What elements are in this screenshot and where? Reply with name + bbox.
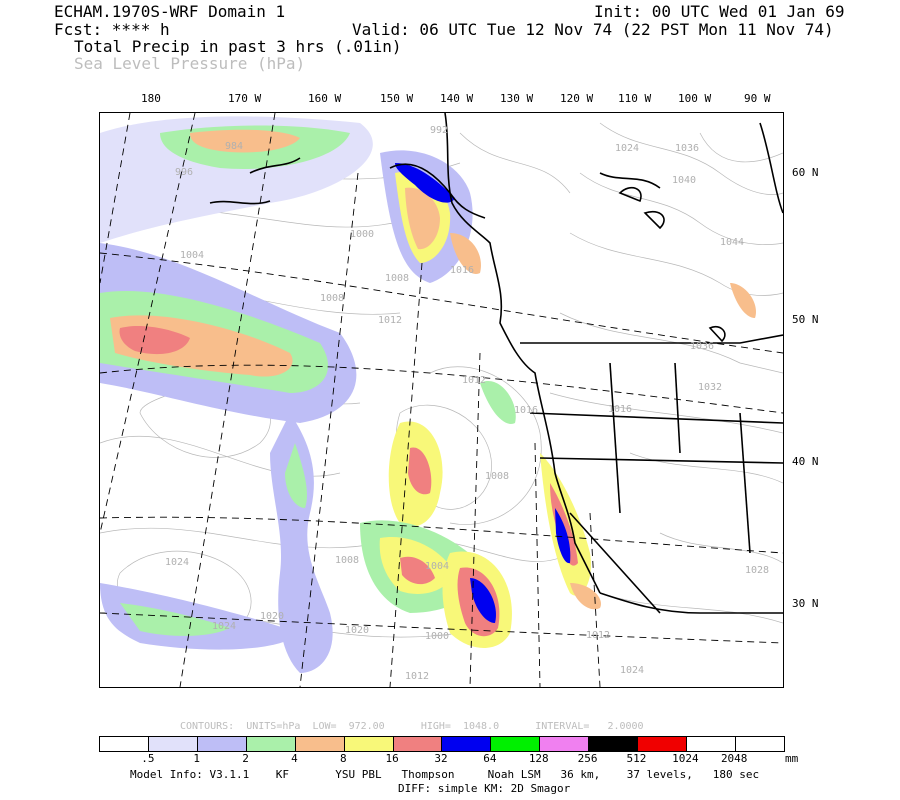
colorbar-swatch [491, 737, 541, 751]
coastlines [209, 113, 783, 614]
colorbar-swatch [540, 737, 590, 751]
colorbar-swatch [687, 737, 736, 751]
colorbar-tick-label: 2048 [720, 752, 748, 765]
map-canvas: 992 984 996 1000 1004 1008 1008 1012 101… [100, 113, 783, 687]
colorbar-tick-label: 64 [483, 752, 497, 765]
colorbar-tick-label: 1024 [672, 752, 699, 765]
slp-label: 1012 [462, 375, 486, 386]
slp-label: 1008 [335, 555, 359, 566]
slp-label: 1012 [378, 315, 402, 326]
slp-label: 1024 [165, 557, 189, 568]
slp-label: 1000 [350, 229, 374, 240]
lon-label: 170 W [228, 92, 262, 105]
contour-info: CONTOURS: UNITS=hPa LOW= 972.00 HIGH= 10… [180, 721, 644, 732]
colorbar-tick-label: 512 [626, 752, 647, 765]
slp-label: 996 [175, 167, 193, 178]
lon-label: 130 W [500, 92, 534, 105]
lon-label: 110 W [618, 92, 652, 105]
init-time: Init: 00 UTC Wed 01 Jan 69 [594, 2, 845, 21]
slp-labels: 992 984 996 1000 1004 1008 1008 1012 101… [165, 125, 769, 682]
lat-label: 30 N [792, 597, 819, 610]
valid-time: Valid: 06 UTC Tue 12 Nov 74 (22 PST Mon … [352, 20, 834, 39]
colorbar-swatch [589, 737, 639, 751]
slp-label: 1008 [485, 471, 509, 482]
colorbar-tick-label: 8 [339, 752, 347, 765]
lon-label: 150 W [380, 92, 414, 105]
colorbar-swatch [148, 737, 198, 751]
slp-label: 1000 [425, 631, 449, 642]
slp-label: 1016 [450, 265, 474, 276]
lon-label: 140 W [440, 92, 474, 105]
colorbar-swatch [197, 737, 247, 751]
precip-shading [100, 116, 756, 673]
slp-label: 1004 [425, 561, 449, 572]
lat-label: 50 N [792, 313, 819, 326]
colorbar-tick-label: 32 [434, 752, 448, 765]
graticule [100, 113, 783, 687]
precip-colorbar [99, 736, 785, 752]
map-panel: 992 984 996 1000 1004 1008 1008 1012 101… [99, 112, 784, 688]
slp-label: 992 [430, 125, 448, 136]
slp-label: 1028 [745, 565, 769, 576]
slp-label: 1008 [320, 293, 344, 304]
slp-label: 1020 [345, 625, 369, 636]
slp-label: 1012 [586, 630, 610, 641]
lat-label: 60 N [792, 166, 819, 179]
colorbar-tick-label: 256 [577, 752, 598, 765]
lon-label: 120 W [560, 92, 594, 105]
lon-label: 180 [141, 92, 161, 105]
slp-label: 1040 [672, 175, 696, 186]
lat-label: 40 N [792, 455, 819, 468]
colorbar-swatch [344, 737, 394, 751]
colorbar-swatch [246, 737, 296, 751]
model-title: ECHAM.1970S-WRF Domain 1 [54, 2, 286, 21]
slp-label: 984 [225, 141, 243, 152]
model-info: Model Info: V3.1.1 KF YSU PBL Thompson N… [130, 768, 760, 781]
slp-label: 1024 [212, 621, 236, 632]
forecast-hour: Fcst: **** h [54, 20, 170, 39]
lon-label: 90 W [744, 92, 771, 105]
field-title-precip: Total Precip in past 3 hrs (.01in) [74, 37, 402, 56]
colorbar-tick-label: 1 [193, 752, 201, 765]
colorbar-tick-label: 4 [291, 752, 298, 765]
colorbar-swatch [295, 737, 345, 751]
colorbar-units: mm [785, 752, 799, 765]
colorbar-tick-label: 2 [242, 752, 249, 765]
colorbar-tick-label: 128 [528, 752, 549, 765]
colorbar-swatch [442, 737, 492, 751]
slp-label: 1032 [698, 382, 722, 393]
slp-label: 1036 [690, 341, 714, 352]
lon-label: 100 W [678, 92, 712, 105]
colorbar-swatch [393, 737, 443, 751]
slp-label: 1044 [720, 237, 744, 248]
slp-label: 1024 [615, 143, 639, 154]
slp-label: 1036 [675, 143, 699, 154]
lon-label: 160 W [308, 92, 342, 105]
colorbar-tick-label: .5 [141, 752, 155, 765]
field-title-slp: Sea Level Pressure (hPa) [74, 54, 306, 73]
colorbar-tick-label: 16 [385, 752, 399, 765]
colorbar-swatch [100, 737, 149, 751]
slp-label: 1016 [514, 405, 538, 416]
slp-label: 1024 [620, 665, 644, 676]
slp-label: 1020 [260, 611, 284, 622]
slp-label: 1004 [180, 250, 204, 261]
slp-label: 1016 [608, 404, 632, 415]
colorbar-swatch [735, 737, 784, 751]
slp-label: 1012 [405, 671, 429, 682]
slp-label: 1008 [385, 273, 409, 284]
diffusion-info: DIFF: simple KM: 2D Smagor [398, 782, 571, 795]
colorbar-swatch [638, 737, 688, 751]
